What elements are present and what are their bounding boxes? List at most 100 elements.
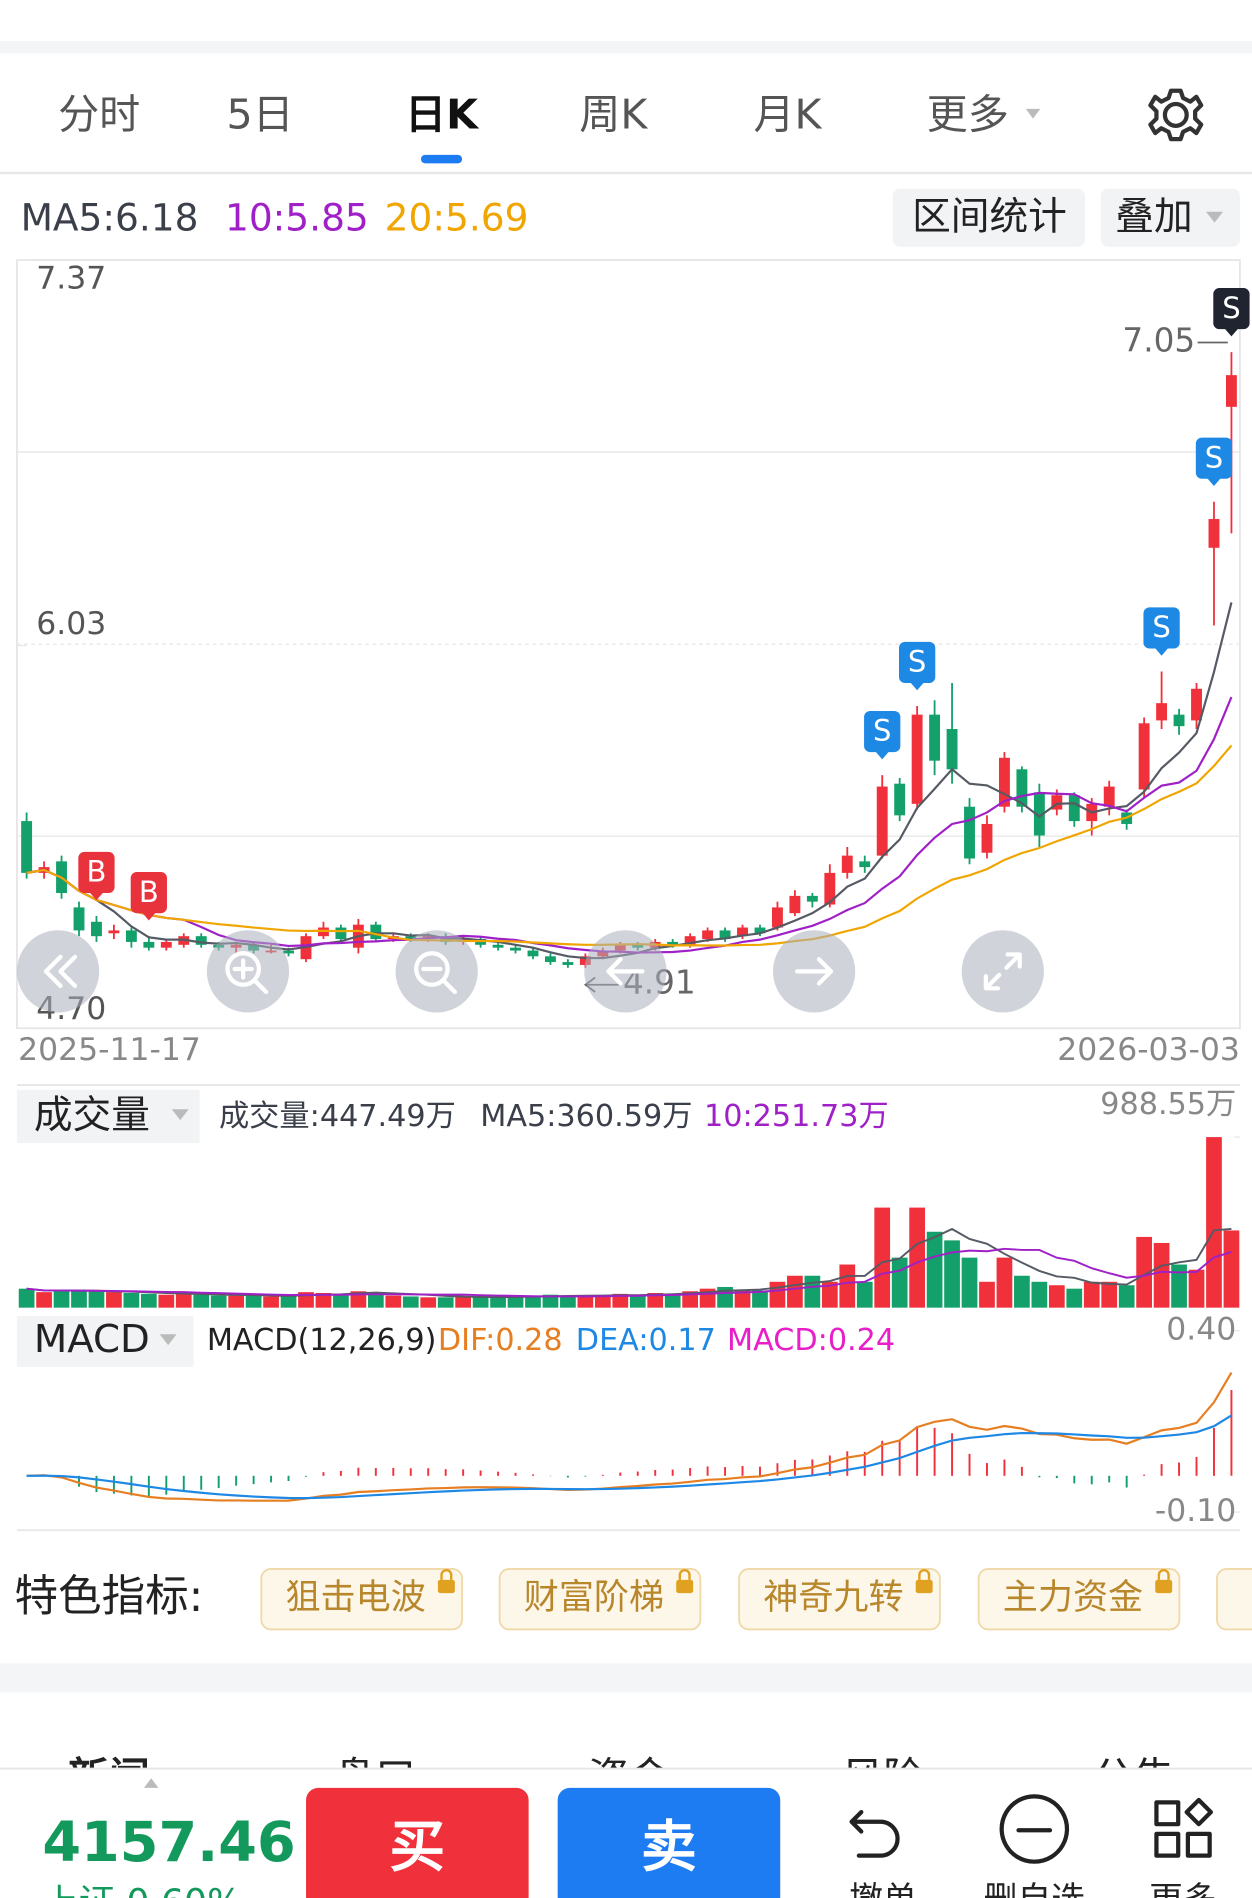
tab[interactable]: 分时 <box>58 90 140 138</box>
button-label: 卖 <box>641 1815 697 1880</box>
volume-bar <box>856 1281 873 1308</box>
volume-bar <box>612 1293 629 1308</box>
signal-badge: B <box>130 872 167 921</box>
panel-label-bg <box>16 1089 200 1144</box>
volume-bar <box>1188 1269 1205 1308</box>
y-tick-label: 7.37 <box>36 260 106 296</box>
volume-bar <box>769 1281 786 1308</box>
action-icon <box>849 1809 900 1858</box>
volume-bar <box>996 1257 1013 1308</box>
volume-bar <box>734 1290 751 1308</box>
chart-control[interactable] <box>961 930 1044 1013</box>
candle-body <box>195 936 207 945</box>
control-bg <box>16 930 100 1013</box>
ma-legend: 20:5.69 <box>385 196 529 240</box>
volume-bar <box>315 1292 332 1308</box>
lock-shackle <box>1157 1569 1170 1580</box>
volume-bar <box>926 1231 943 1308</box>
feature-chip[interactable]: 主力资金 <box>977 1568 1181 1631</box>
tab-indicator <box>420 154 463 164</box>
candle-body <box>545 956 556 963</box>
toolbar-button[interactable]: 区间统计 <box>892 188 1086 247</box>
badge-bg <box>1213 288 1250 330</box>
badge-label: B <box>87 855 107 889</box>
volume-bar <box>210 1295 227 1308</box>
high-label: 7.05 <box>1122 321 1195 359</box>
toolbar-button[interactable]: 叠加 <box>1100 188 1240 247</box>
chart-control[interactable] <box>395 930 478 1013</box>
settings-icon[interactable] <box>1148 88 1204 142</box>
volume-bar <box>36 1292 52 1308</box>
macd-legend: DIF:0.28 <box>438 1323 563 1358</box>
button-bg <box>892 188 1086 247</box>
x-end-label: 2026-03-03 <box>1057 1032 1240 1068</box>
chart-control[interactable] <box>584 930 667 1013</box>
badge-label: S <box>908 645 926 679</box>
candle-body <box>981 823 993 853</box>
volume-bar <box>1171 1264 1187 1308</box>
chip-bg <box>260 1568 463 1631</box>
action-button[interactable]: 撤单 <box>849 1809 917 1898</box>
chip-label: 主力资金 <box>1003 1577 1143 1618</box>
volume-bar <box>402 1296 419 1308</box>
candle-body <box>911 714 923 804</box>
candle-body <box>684 936 696 945</box>
gear-core <box>1162 101 1189 128</box>
tab[interactable]: 5日 <box>226 90 293 138</box>
volume-bar <box>88 1291 105 1308</box>
volume-bar <box>490 1297 506 1308</box>
chart-control[interactable] <box>16 930 100 1013</box>
badge-pointer <box>1154 647 1169 656</box>
volume-bar <box>1048 1285 1065 1308</box>
volume-bar <box>1153 1242 1170 1308</box>
volume-bar <box>333 1293 349 1308</box>
feature-chip[interactable]: 财富阶梯 <box>498 1568 702 1631</box>
candle-body <box>335 927 347 940</box>
lock-icon <box>437 1579 455 1594</box>
candle-body <box>527 950 539 957</box>
tab-label: 月K <box>753 90 822 138</box>
control-icon <box>225 951 269 995</box>
tab-label: 更多 <box>927 90 1009 138</box>
buy-button[interactable]: 买 <box>306 1787 529 1898</box>
control-bg <box>206 930 290 1013</box>
volume-bar <box>367 1292 384 1308</box>
volume-bar <box>979 1281 995 1308</box>
action-button[interactable]: 删自选 <box>983 1794 1085 1898</box>
volume-legend: 10:251.73万 <box>704 1099 889 1134</box>
candle-body <box>405 936 417 940</box>
volume-bar <box>263 1296 279 1308</box>
tab[interactable]: 周K <box>579 90 648 138</box>
volume-bar <box>228 1295 245 1308</box>
feature-chip[interactable]: 狙击电波 <box>260 1568 463 1631</box>
volume-bar <box>437 1297 454 1308</box>
action-button[interactable]: 更多 <box>1149 1797 1217 1898</box>
panel-label-bg <box>16 1316 194 1367</box>
ma-legend: MA5:6.18 <box>21 196 199 240</box>
badge-label: S <box>1152 610 1170 644</box>
badge-label: S <box>873 714 891 748</box>
tab-label: 日K <box>405 90 480 138</box>
volume-bar <box>1031 1281 1048 1308</box>
candle-body <box>772 907 783 928</box>
control-icon <box>43 954 78 989</box>
volume-bar <box>787 1275 803 1308</box>
candle-body <box>964 806 975 859</box>
volume-bar <box>1136 1236 1152 1308</box>
chart-control[interactable] <box>206 930 290 1013</box>
volume-bar <box>1118 1285 1135 1308</box>
tab[interactable]: 更多 <box>927 90 1041 138</box>
tab[interactable]: 日K <box>405 90 480 164</box>
volume-bar <box>1014 1275 1030 1308</box>
sell-button[interactable]: 卖 <box>557 1787 781 1898</box>
badge-bg <box>78 851 115 894</box>
volume-bar <box>385 1295 402 1308</box>
candle-body <box>754 927 766 934</box>
tab[interactable]: 月K <box>753 90 822 138</box>
volume-bar <box>472 1297 489 1308</box>
feature-chip[interactable]: 神奇九转 <box>738 1568 941 1631</box>
candle-body <box>1156 703 1168 721</box>
volume-bar <box>455 1296 472 1308</box>
candle-body <box>1191 688 1202 721</box>
chart-control[interactable] <box>772 930 856 1013</box>
